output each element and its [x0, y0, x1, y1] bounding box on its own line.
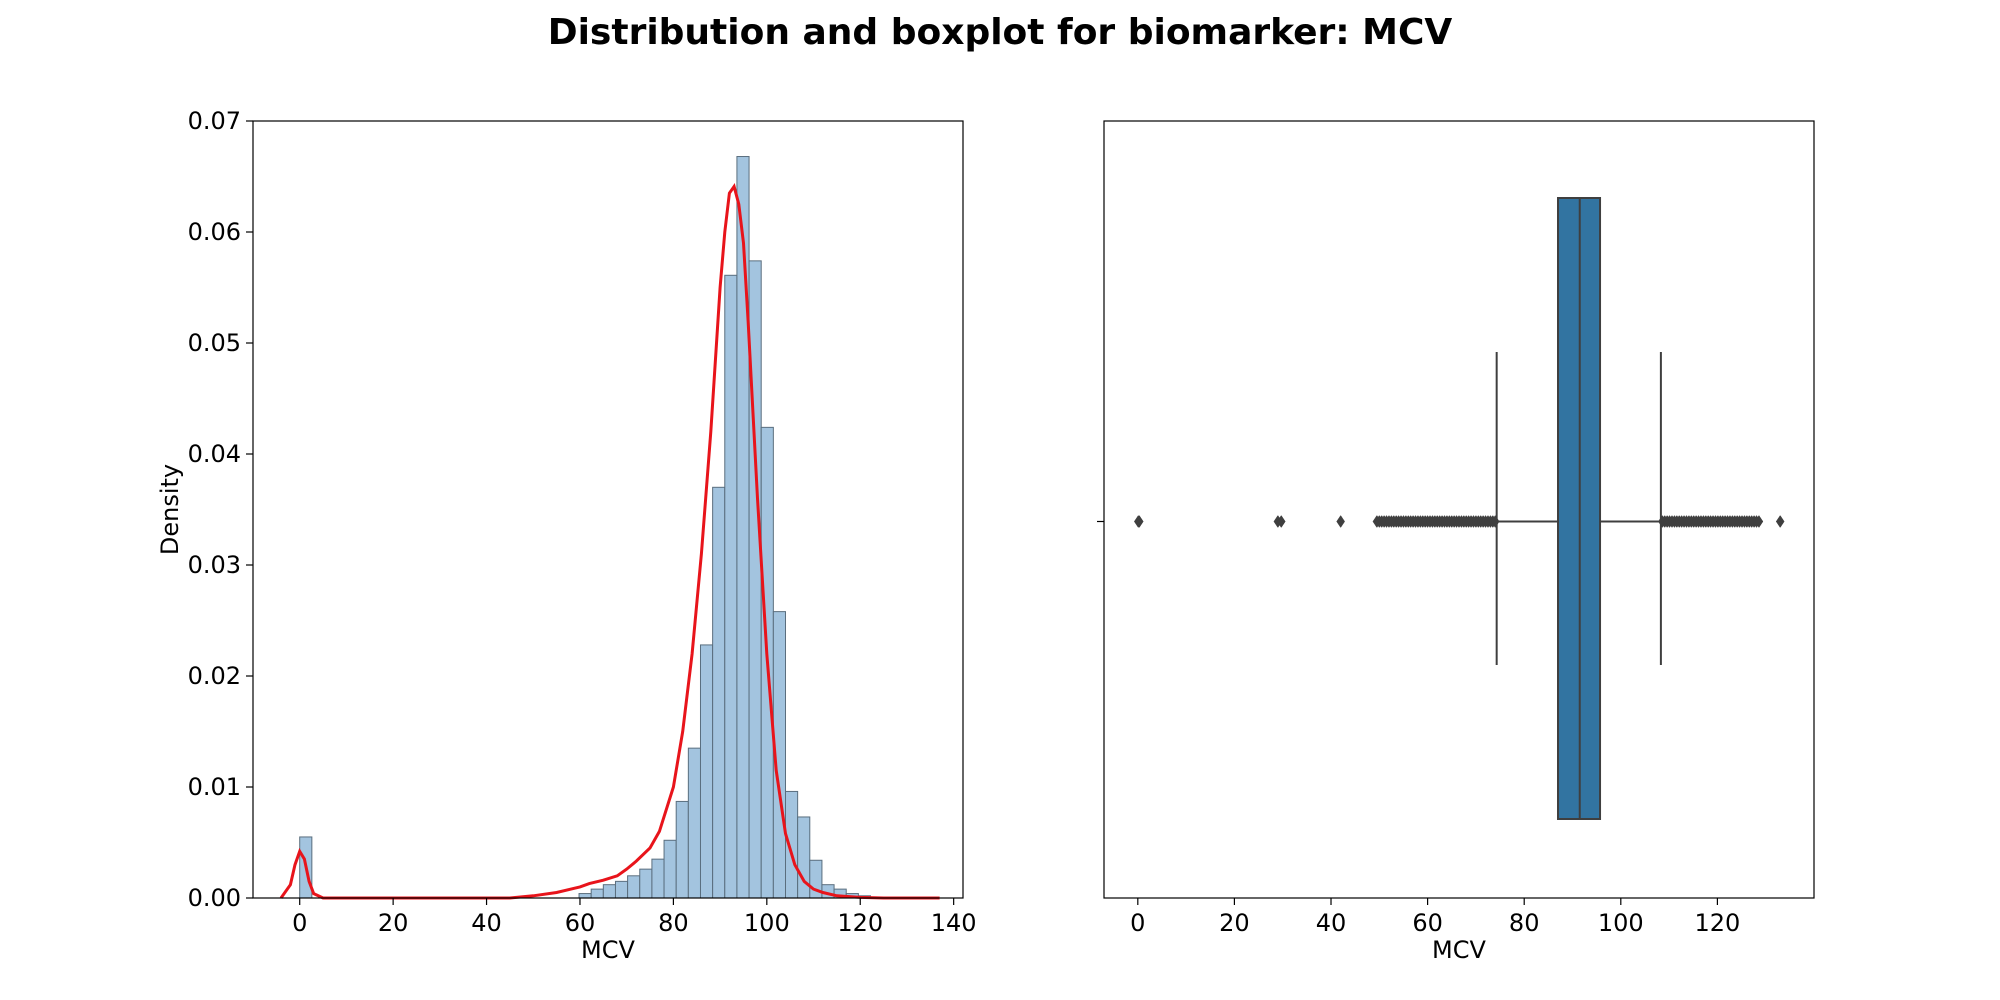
x-tick-label: 80: [1509, 909, 1540, 937]
y-axis-label: Density: [156, 464, 184, 555]
y-tick-label: 0.06: [188, 218, 241, 246]
x-tick-label: 0: [292, 909, 307, 937]
x-tick-label: 20: [1219, 909, 1250, 937]
histogram-bar: [663, 839, 677, 899]
y-tick-label: 0.02: [188, 662, 241, 690]
x-tick-label: 20: [378, 909, 409, 937]
boxplot-plot: 0 20 40 60 80 100 120 MCV: [1097, 120, 1815, 964]
histogram-bar: [602, 884, 616, 899]
x-axis-label: MCV: [581, 936, 635, 964]
outlier-point: [1754, 515, 1764, 528]
histogram-bar: [675, 800, 689, 899]
kde-curve: [279, 182, 940, 900]
axes-frame: [1103, 120, 1815, 899]
y-tick-label: 0.07: [188, 107, 241, 135]
outlier-point: [1336, 515, 1345, 528]
outlier-point: [1276, 515, 1286, 528]
y-tick-label: 0.01: [188, 773, 241, 801]
axes-frame: [252, 120, 964, 899]
x-tick-label: 100: [1598, 909, 1644, 937]
x-tick-label: 40: [471, 909, 502, 937]
histogram-bar: [639, 868, 653, 899]
outlier-point: [1775, 515, 1785, 528]
histogram-bar: [712, 486, 726, 899]
x-axis-label: MCV: [1432, 936, 1486, 964]
histogram-bar: [614, 880, 629, 899]
histogram-bar: [687, 747, 701, 899]
x-tick-label: 60: [565, 909, 596, 937]
histogram-bar: [724, 274, 738, 899]
y-tick-label: 0.04: [188, 440, 241, 468]
histogram-bar: [627, 875, 641, 899]
x-tick-label: 120: [1694, 909, 1740, 937]
figure-title: Distribution and boxplot for biomarker: …: [547, 12, 1453, 53]
outlier-point: [1490, 515, 1500, 528]
histogram-bar: [699, 644, 714, 899]
x-tick-label: 140: [931, 909, 977, 937]
y-tick-label: 0.03: [188, 551, 241, 579]
x-tick-label: 0: [1130, 909, 1145, 937]
histogram-bar: [736, 156, 750, 899]
histogram-bar: [578, 893, 592, 899]
x-tick-label: 80: [658, 909, 689, 937]
histogram-bar: [590, 888, 604, 899]
x-tick-label: 100: [744, 909, 790, 937]
histogram-bar: [651, 858, 665, 899]
x-tick-label: 120: [837, 909, 883, 937]
histogram-plot: 0 20 40 60 80 100 120 140 0.00 0.01 0.02 0.03 0.04 0.…: [156, 107, 977, 964]
x-tick-label: 60: [1412, 909, 1443, 937]
y-tick-label: 0.00: [188, 884, 241, 912]
x-tick-label: 40: [1316, 909, 1347, 937]
y-tick-label: 0.05: [188, 329, 241, 357]
outlier-point: [1134, 515, 1144, 528]
